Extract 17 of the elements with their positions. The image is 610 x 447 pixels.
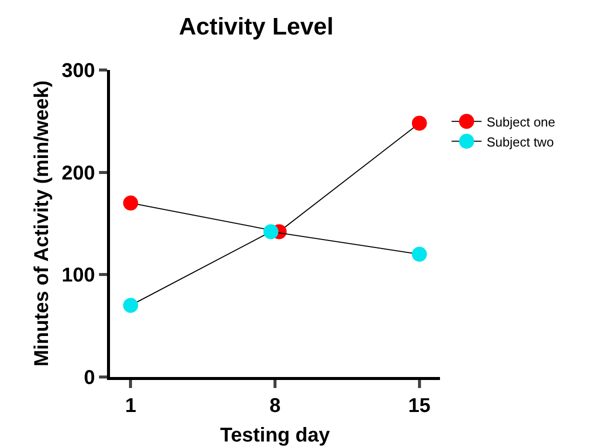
point xyxy=(123,196,138,211)
y-tick-label: 0 xyxy=(84,367,95,389)
legend-label: Subject two xyxy=(486,134,554,150)
y-tick-label: 200 xyxy=(62,162,95,184)
point xyxy=(263,224,278,240)
x-tick-label: 8 xyxy=(269,395,281,417)
x-axis-title: Testing day xyxy=(220,424,331,446)
point xyxy=(123,298,138,313)
y-tick-label: 100 xyxy=(62,264,95,287)
y-tick-label: 300 xyxy=(62,60,95,82)
legend-label: Subject one xyxy=(486,114,556,130)
point xyxy=(412,116,427,131)
y-axis-title: Minutes of Activity (min/week) xyxy=(31,80,54,366)
x-tick-label: 15 xyxy=(408,395,431,417)
x-tick-label: 1 xyxy=(125,395,136,417)
point xyxy=(412,246,427,262)
chart-title: Activity Level xyxy=(178,14,334,41)
